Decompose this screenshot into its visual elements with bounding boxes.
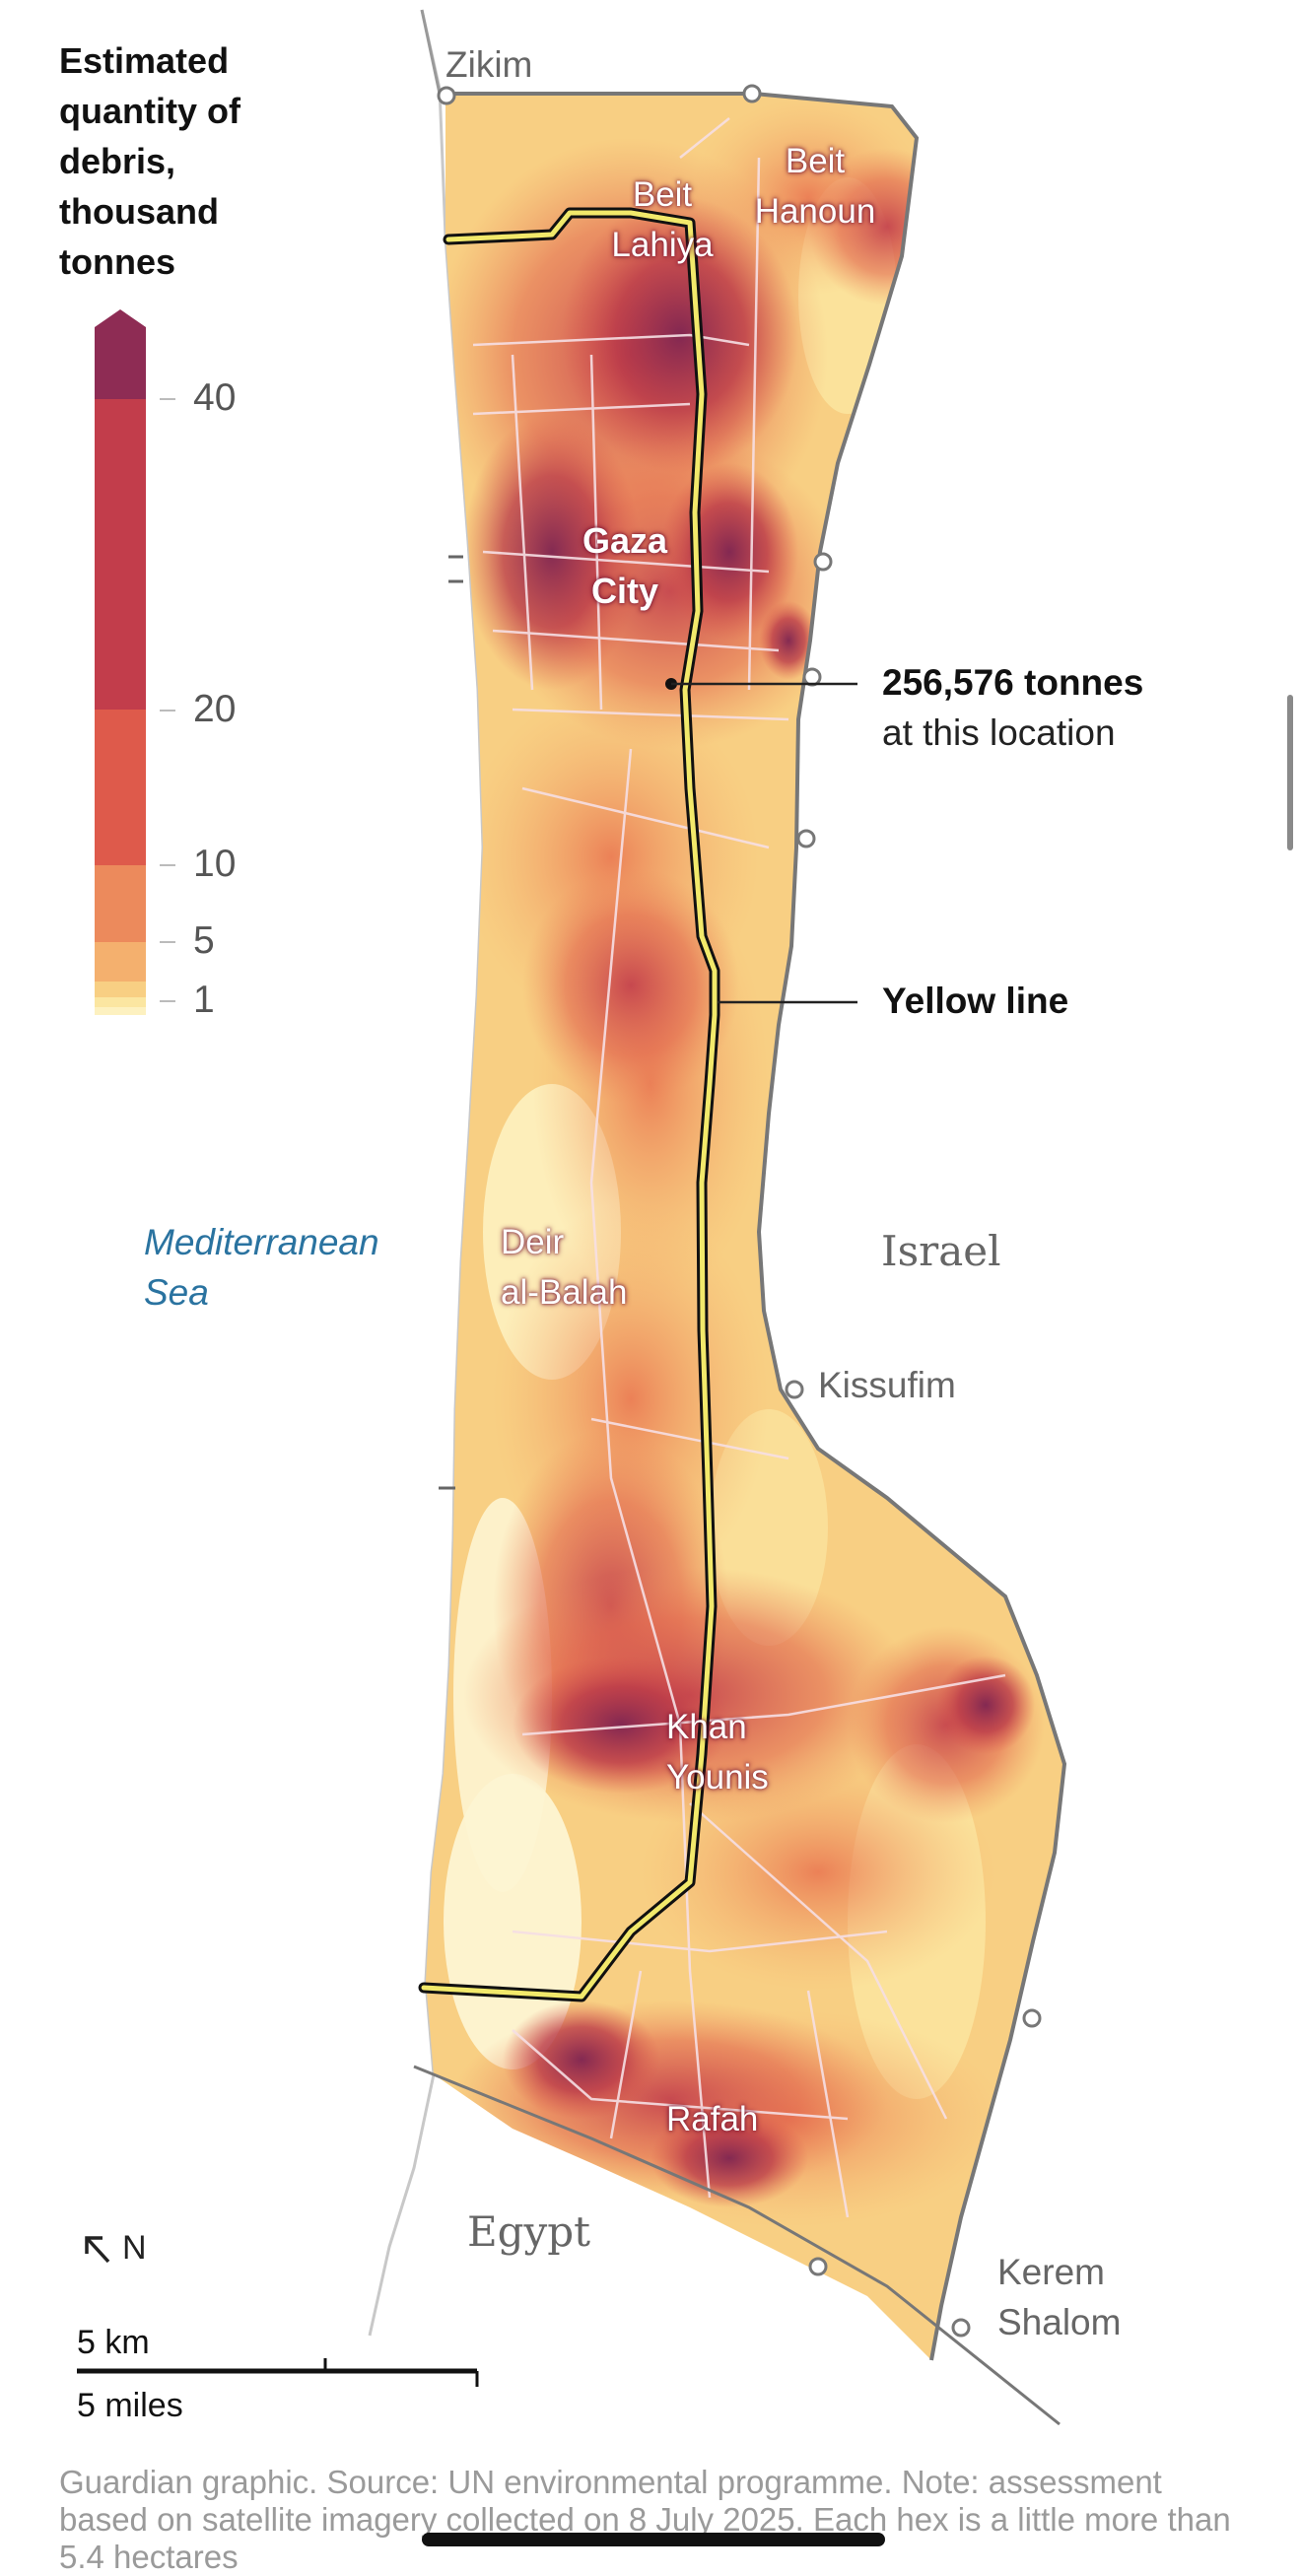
label-zikim: Zikim <box>445 44 533 85</box>
scale-miles-label: 5 miles <box>77 2387 183 2424</box>
label-beit-hanoun: Beit Hanoun <box>754 142 876 231</box>
legend-tick-label: 40 <box>193 376 237 419</box>
label-deir-al-balah: Deir al-Balah <box>501 1223 628 1312</box>
legend-tick-mark <box>160 710 175 712</box>
scrollbar[interactable] <box>1287 695 1293 850</box>
legend-tick-mark <box>160 398 175 400</box>
label-beit-lahiya: Beit Lahiya <box>611 175 714 264</box>
source-note: Guardian graphic. Source: UN environment… <box>59 2464 1231 2575</box>
road-network <box>472 117 1006 2218</box>
north-label: N <box>122 2229 147 2267</box>
callout-yellow-line: Yellow line <box>882 981 1069 1021</box>
scale-bar <box>77 2358 479 2387</box>
legend-tick-label: 20 <box>193 688 237 730</box>
legend-tick-mark <box>160 1000 175 1002</box>
label-gaza-city: Gaza City <box>582 520 668 611</box>
crossing-markers <box>437 84 1042 2338</box>
legend-title: Estimated quantity of debris, thousand t… <box>59 40 240 282</box>
label-khan-younis: Khan Younis <box>666 1708 769 1796</box>
scale-km-label: 5 km <box>77 2324 150 2361</box>
legend-tick-label: 1 <box>193 979 215 1021</box>
sea-boundary <box>420 9 442 95</box>
legend-tick-label: 5 <box>193 919 215 962</box>
label-rafah: Rafah <box>666 2100 759 2138</box>
label-kerem-shalom: Kerem Shalom <box>997 2252 1122 2342</box>
egypt-border <box>413 2065 1061 2426</box>
label-egypt: Egypt <box>467 2207 591 2256</box>
home-indicator[interactable] <box>422 2533 885 2546</box>
legend-tick-label: 10 <box>193 843 237 885</box>
coast-marker <box>439 555 463 1490</box>
legend-color-bar <box>95 309 146 1015</box>
legend-tick-mark <box>160 864 175 866</box>
callout-location-value: 256,576 tonnes <box>882 662 1144 703</box>
label-israel: Israel <box>881 1227 1001 1275</box>
label-mediterranean-sea: Mediterranean Sea <box>144 1222 379 1313</box>
north-arrow-icon <box>85 2236 110 2264</box>
strip-border <box>445 92 1067 2361</box>
label-kissufim: Kissufim <box>818 1365 956 1405</box>
legend-tick-mark <box>160 941 175 943</box>
callout-location-text: at this location <box>882 712 1116 753</box>
